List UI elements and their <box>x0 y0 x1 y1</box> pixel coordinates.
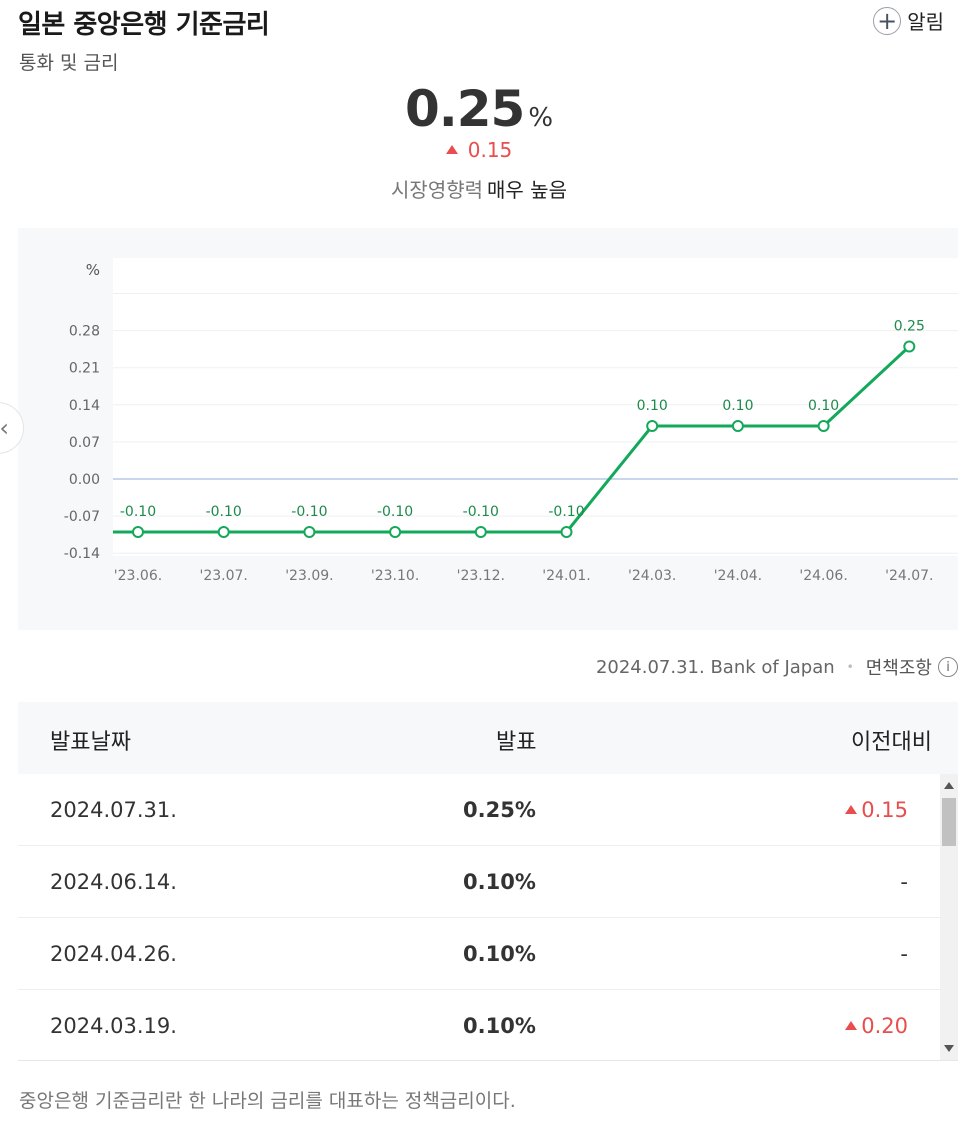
y-axis-label: % <box>86 261 100 279</box>
source-text: 2024.07.31. Bank of Japan <box>595 656 835 678</box>
rate-value: 0.25 <box>404 80 525 138</box>
chart-svg: 0.28 0.21 0.14 0.07 0.00 -0.07 -0.14% '23.06. '2… <box>64 258 958 584</box>
data-label: 0.10 <box>637 398 668 414</box>
row-date: 2024.06.14. <box>50 870 177 894</box>
table-row: 2024.07.31. 0.25% 0.15 <box>18 774 940 846</box>
market-impact: 시장영향력 매우 높음 <box>0 174 958 203</box>
impact-value: 매우 높음 <box>487 178 567 202</box>
table-row: 2024.06.14. 0.10% - <box>18 846 940 918</box>
x-tick-label: '23.12. <box>457 568 505 584</box>
y-tick-label: -0.07 <box>64 509 100 525</box>
indicator-description: 중앙은행 기준금리란 한 나라의 금리를 대표하는 정책금리이다. <box>19 1090 516 1112</box>
rate-change: 0.15 <box>0 138 958 162</box>
y-tick-label: 0.28 <box>69 324 100 340</box>
row-date: 2024.04.26. <box>50 942 177 966</box>
up-triangle-icon <box>845 1021 858 1030</box>
data-label: -0.10 <box>548 504 584 520</box>
x-tick-label: '24.07. <box>885 568 933 584</box>
row-change: - <box>900 870 908 894</box>
data-label: 0.10 <box>808 398 839 414</box>
row-change-value: - <box>900 942 908 966</box>
current-value: 0.25% <box>0 80 958 138</box>
x-tick-label: '24.04. <box>714 568 762 584</box>
row-date: 2024.03.19. <box>50 1014 177 1038</box>
data-label: -0.10 <box>377 504 413 520</box>
rate-chart: 0.28 0.21 0.14 0.07 0.00 -0.07 -0.14% '23.06. '2… <box>18 228 958 630</box>
scroll-down-arrow-icon[interactable] <box>944 1045 954 1052</box>
row-change-value: 0.15 <box>861 798 908 822</box>
data-point <box>132 526 144 538</box>
data-label: 0.25 <box>894 319 925 335</box>
x-tick-label: '23.10. <box>371 568 419 584</box>
up-triangle-icon <box>445 145 458 154</box>
history-table: 2024.07.31. 0.25% 0.15 2024.06.14. 0.10%… <box>18 774 958 1061</box>
x-tick-label: '24.03. <box>628 568 676 584</box>
rate-unit: % <box>528 103 554 133</box>
plot-area <box>113 258 958 556</box>
x-tick-label: '23.07. <box>200 568 248 584</box>
row-date: 2024.07.31. <box>50 798 177 822</box>
scroll-up-arrow-icon[interactable] <box>944 782 954 789</box>
row-value: 0.10% <box>463 1014 536 1038</box>
page-header: 일본 중앙은행 기준금리 + 알림 <box>0 0 958 48</box>
row-change-value: 0.20 <box>861 1014 908 1038</box>
row-change: - <box>900 942 908 966</box>
table-row: 2024.03.19. 0.10% 0.20 <box>18 990 940 1060</box>
data-point <box>903 340 916 353</box>
plus-circle-icon: + <box>873 6 902 35</box>
data-point <box>474 526 487 538</box>
page-title: 일본 중앙은행 기준금리 <box>18 10 270 40</box>
data-label: -0.10 <box>463 504 499 520</box>
data-label: -0.10 <box>120 504 156 520</box>
y-tick-label: 0.00 <box>69 472 100 488</box>
header-date: 발표날짜 <box>50 730 131 755</box>
impact-label: 시장영향력 <box>391 178 484 202</box>
data-point <box>217 526 230 538</box>
data-point <box>731 420 744 432</box>
data-label: -0.10 <box>206 504 242 520</box>
chevron-left-icon: ‹ <box>0 414 9 442</box>
row-value: 0.10% <box>463 870 536 894</box>
x-tick-label: '24.01. <box>542 568 590 584</box>
header-change: 이전대비 <box>851 730 932 755</box>
info-icon[interactable]: i <box>938 657 958 677</box>
alarm-button[interactable]: + 알림 <box>873 6 944 35</box>
rate-change-value: 0.15 <box>467 138 513 162</box>
y-tick-label: 0.21 <box>69 361 100 377</box>
row-change: 0.20 <box>845 1014 908 1038</box>
disclaimer-link[interactable]: 면책조항 <box>865 658 932 679</box>
row-change: 0.15 <box>845 798 908 822</box>
data-point <box>303 526 316 538</box>
y-tick-label: -0.14 <box>64 546 100 562</box>
data-label: -0.10 <box>291 504 327 520</box>
y-tick-label: 0.07 <box>69 435 100 451</box>
data-point <box>817 420 830 432</box>
table-header: 발표날짜 발표 이전대비 <box>18 702 958 774</box>
data-label: 0.10 <box>722 398 753 414</box>
row-value: 0.10% <box>463 942 536 966</box>
source-info: 2024.07.31. Bank of Japan • 면책조항 i <box>596 654 958 680</box>
category-label: 통화 및 금리 <box>19 52 119 74</box>
data-point <box>646 420 659 432</box>
x-tick-label: '23.09. <box>285 568 333 584</box>
alarm-label: 알림 <box>907 10 944 34</box>
data-point <box>389 526 402 538</box>
table-row: 2024.04.26. 0.10% - <box>18 918 940 990</box>
y-tick-label: 0.14 <box>69 398 100 414</box>
row-change-value: - <box>900 870 908 894</box>
scroll-thumb[interactable] <box>942 798 956 846</box>
header-value: 발표 <box>496 730 537 755</box>
data-point <box>560 526 573 538</box>
source-separator: • <box>846 660 854 674</box>
up-triangle-icon <box>845 805 858 814</box>
x-tick-label: '24.06. <box>799 568 847 584</box>
x-tick-label: '23.06. <box>114 568 162 584</box>
row-value: 0.25% <box>463 798 536 822</box>
table-scrollbar[interactable] <box>940 774 958 1060</box>
